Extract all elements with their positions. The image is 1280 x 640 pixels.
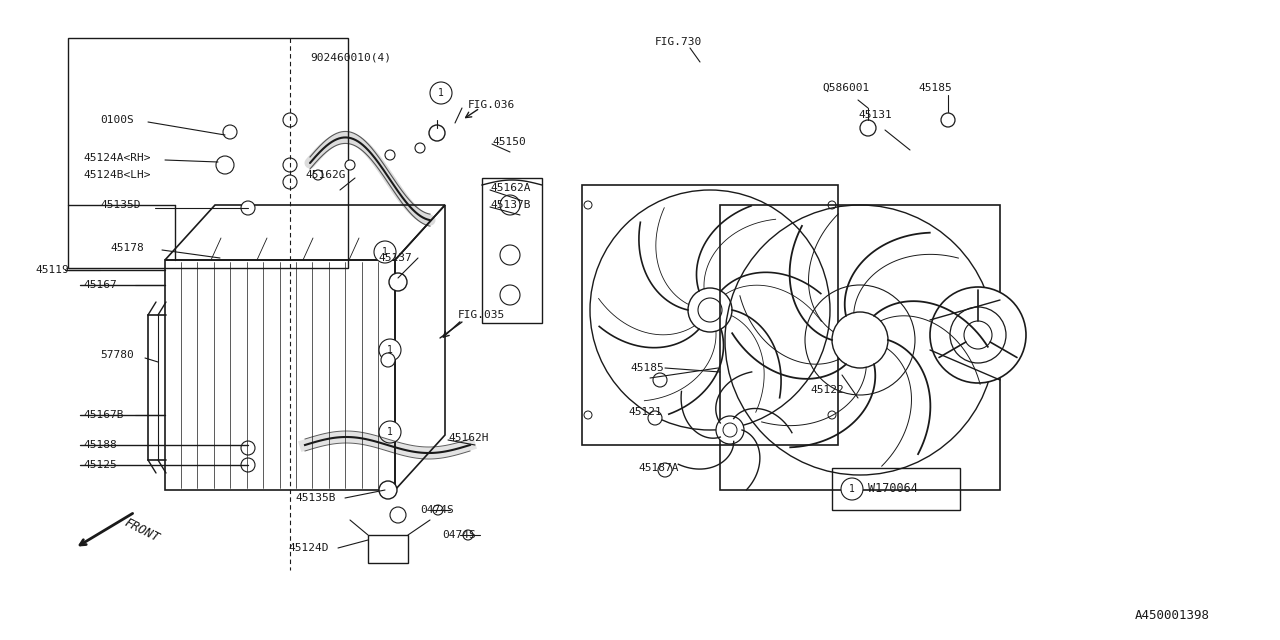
Circle shape xyxy=(390,275,404,289)
Circle shape xyxy=(828,201,836,209)
Circle shape xyxy=(241,458,255,472)
Bar xyxy=(369,535,408,563)
Text: 45125: 45125 xyxy=(83,460,116,470)
Text: 1: 1 xyxy=(387,427,393,437)
Circle shape xyxy=(283,113,297,127)
Text: 45150: 45150 xyxy=(492,137,526,147)
Text: 1: 1 xyxy=(387,345,393,355)
Bar xyxy=(582,185,838,445)
Text: 57780: 57780 xyxy=(100,350,133,360)
Text: Q586001: Q586001 xyxy=(822,83,869,93)
Text: 45162A: 45162A xyxy=(490,183,530,193)
Text: 45178: 45178 xyxy=(110,243,143,253)
Circle shape xyxy=(716,416,744,444)
Circle shape xyxy=(950,307,1006,363)
Circle shape xyxy=(374,241,396,263)
Text: 45137B: 45137B xyxy=(490,200,530,210)
Circle shape xyxy=(653,373,667,387)
Bar xyxy=(165,260,396,490)
Circle shape xyxy=(314,170,323,180)
Circle shape xyxy=(648,411,662,425)
Circle shape xyxy=(283,158,297,172)
Text: 45162G: 45162G xyxy=(305,170,346,180)
Text: 45122: 45122 xyxy=(810,385,844,395)
Circle shape xyxy=(500,285,520,305)
Circle shape xyxy=(379,339,401,361)
Circle shape xyxy=(964,321,992,349)
Circle shape xyxy=(832,312,888,368)
Circle shape xyxy=(698,298,722,322)
Bar xyxy=(719,205,1000,490)
Text: 45124B<LH>: 45124B<LH> xyxy=(83,170,151,180)
Circle shape xyxy=(841,478,863,500)
Text: 45185: 45185 xyxy=(918,83,952,93)
Text: 45162H: 45162H xyxy=(448,433,489,443)
Text: A450001398: A450001398 xyxy=(1135,609,1210,622)
Bar xyxy=(832,468,960,510)
Text: 45167: 45167 xyxy=(83,280,116,290)
Circle shape xyxy=(415,143,425,153)
Circle shape xyxy=(381,353,396,367)
Circle shape xyxy=(390,508,404,522)
Circle shape xyxy=(723,423,737,437)
Circle shape xyxy=(379,481,397,499)
Text: W170064: W170064 xyxy=(868,483,918,495)
Text: 45188: 45188 xyxy=(83,440,116,450)
Circle shape xyxy=(346,160,355,170)
Circle shape xyxy=(389,273,407,291)
Circle shape xyxy=(385,150,396,160)
Text: 45187A: 45187A xyxy=(637,463,678,473)
Circle shape xyxy=(689,288,732,332)
Text: 45131: 45131 xyxy=(858,110,892,120)
Circle shape xyxy=(379,421,401,443)
Text: 45135D: 45135D xyxy=(100,200,141,210)
Circle shape xyxy=(658,463,672,477)
Text: 902460010(4): 902460010(4) xyxy=(310,53,390,63)
Text: FIG.036: FIG.036 xyxy=(468,100,516,110)
Circle shape xyxy=(463,530,474,540)
Circle shape xyxy=(223,125,237,139)
Circle shape xyxy=(828,411,836,419)
Circle shape xyxy=(283,175,297,189)
Circle shape xyxy=(429,125,445,141)
Circle shape xyxy=(931,287,1027,383)
Circle shape xyxy=(584,201,591,209)
Circle shape xyxy=(381,483,396,497)
Circle shape xyxy=(241,201,255,215)
Bar xyxy=(483,178,541,323)
Text: FIG.730: FIG.730 xyxy=(655,37,703,47)
Bar xyxy=(68,38,348,268)
Circle shape xyxy=(390,507,406,523)
Text: 1: 1 xyxy=(381,247,388,257)
Circle shape xyxy=(500,245,520,265)
Text: 45135B: 45135B xyxy=(294,493,335,503)
Circle shape xyxy=(584,411,591,419)
Text: 1: 1 xyxy=(438,88,444,98)
Text: FRONT: FRONT xyxy=(122,516,161,544)
Text: 45137: 45137 xyxy=(378,253,412,263)
Circle shape xyxy=(241,441,255,455)
Text: 45119: 45119 xyxy=(35,265,69,275)
Text: 0474S: 0474S xyxy=(420,505,453,515)
Text: 45185: 45185 xyxy=(630,363,664,373)
Circle shape xyxy=(216,156,234,174)
Text: 45121: 45121 xyxy=(628,407,662,417)
Text: 45124D: 45124D xyxy=(288,543,329,553)
Circle shape xyxy=(500,195,520,215)
Text: 45167B: 45167B xyxy=(83,410,123,420)
Text: FIG.035: FIG.035 xyxy=(458,310,506,320)
Text: 0474S: 0474S xyxy=(442,530,476,540)
Circle shape xyxy=(860,120,876,136)
Circle shape xyxy=(941,113,955,127)
Text: 0100S: 0100S xyxy=(100,115,133,125)
Circle shape xyxy=(430,82,452,104)
Circle shape xyxy=(433,505,443,515)
Text: 1: 1 xyxy=(849,484,855,494)
Text: 45124A<RH>: 45124A<RH> xyxy=(83,153,151,163)
